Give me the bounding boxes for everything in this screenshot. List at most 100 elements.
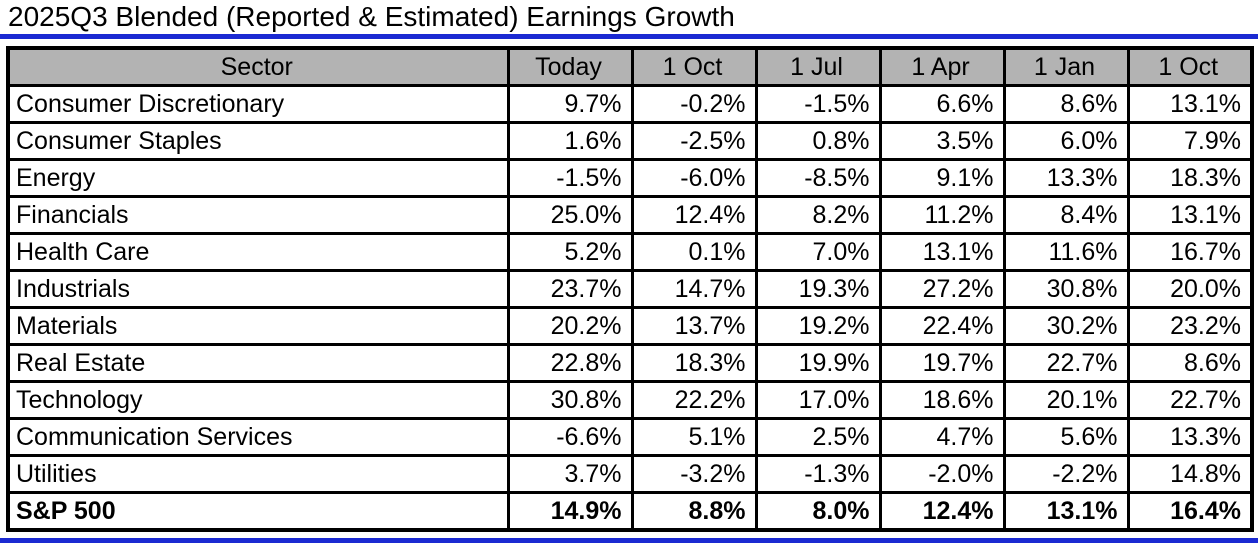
- sector-name: Consumer Discretionary: [6, 84, 510, 124]
- earnings-growth-table: Sector Today 1 Oct 1 Jul 1 Apr 1 Jan 1 Oct Con…: [6, 46, 1254, 532]
- value-cell: 0.8%: [754, 121, 882, 161]
- value-cell: -2.0%: [878, 454, 1006, 494]
- value-cell: 19.2%: [754, 306, 882, 346]
- value-cell: 7.9%: [1126, 121, 1254, 161]
- table-row: Health Care 5.2% 0.1% 7.0% 13.1% 11.6% 16.7%: [6, 232, 1254, 272]
- table-row: Industrials 23.7% 14.7% 19.3% 27.2% 30.8% 20.0…: [6, 269, 1254, 309]
- table-row: Consumer Staples 1.6% -2.5% 0.8% 3.5% 6.0% 7.9…: [6, 121, 1254, 161]
- value-cell: 13.1%: [1126, 84, 1254, 124]
- column-header-6: 1 Oct: [1126, 46, 1254, 87]
- value-cell: 20.2%: [506, 306, 634, 346]
- value-cell: 5.6%: [1002, 417, 1130, 457]
- value-cell: 22.7%: [1002, 343, 1130, 383]
- value-cell: 11.2%: [878, 195, 1006, 235]
- sector-name: Technology: [6, 380, 510, 420]
- value-cell: 22.8%: [506, 343, 634, 383]
- table-row: Real Estate 22.8% 18.3% 19.9% 19.7% 22.7% 8.6%: [6, 343, 1254, 383]
- value-cell: 4.7%: [878, 417, 1006, 457]
- bottom-rule: [0, 538, 1258, 543]
- sector-name: Real Estate: [6, 343, 510, 383]
- value-cell: 13.3%: [1126, 417, 1254, 457]
- sector-name: Financials: [6, 195, 510, 235]
- value-cell: 3.7%: [506, 454, 634, 494]
- column-header-5: 1 Jan: [1002, 46, 1130, 87]
- header-row: Sector Today 1 Oct 1 Jul 1 Apr 1 Jan 1 Oct: [6, 46, 1254, 87]
- table-row: S&P 500 14.9% 8.8% 8.0% 12.4% 13.1% 16.4%: [6, 491, 1254, 532]
- sector-name: Utilities: [6, 454, 510, 494]
- value-cell: 5.1%: [630, 417, 758, 457]
- value-cell: 13.1%: [878, 232, 1006, 272]
- sector-name: Energy: [6, 158, 510, 198]
- value-cell: 8.2%: [754, 195, 882, 235]
- sector-name: Industrials: [6, 269, 510, 309]
- value-cell: 6.6%: [878, 84, 1006, 124]
- value-cell: 30.2%: [1002, 306, 1130, 346]
- value-cell: -2.2%: [1002, 454, 1130, 494]
- value-cell: 7.0%: [754, 232, 882, 272]
- value-cell: 8.0%: [754, 491, 882, 532]
- value-cell: 0.1%: [630, 232, 758, 272]
- value-cell: 18.6%: [878, 380, 1006, 420]
- table-row: Technology 30.8% 22.2% 17.0% 18.6% 20.1% 22.7%: [6, 380, 1254, 420]
- value-cell: 25.0%: [506, 195, 634, 235]
- value-cell: 13.7%: [630, 306, 758, 346]
- value-cell: 1.6%: [506, 121, 634, 161]
- value-cell: -8.5%: [754, 158, 882, 198]
- value-cell: -1.3%: [754, 454, 882, 494]
- value-cell: 18.3%: [630, 343, 758, 383]
- value-cell: 8.8%: [630, 491, 758, 532]
- value-cell: 5.2%: [506, 232, 634, 272]
- value-cell: 9.7%: [506, 84, 634, 124]
- table-body: Consumer Discretionary 9.7% -0.2% -1.5% 6.6%…: [6, 84, 1254, 532]
- value-cell: 23.2%: [1126, 306, 1254, 346]
- value-cell: 20.1%: [1002, 380, 1130, 420]
- value-cell: -6.0%: [630, 158, 758, 198]
- value-cell: 22.4%: [878, 306, 1006, 346]
- column-header-2: 1 Oct: [630, 46, 758, 87]
- value-cell: 6.0%: [1002, 121, 1130, 161]
- table-row: Materials 20.2% 13.7% 19.2% 22.4% 30.2% 23.2%: [6, 306, 1254, 346]
- table-row: Consumer Discretionary 9.7% -0.2% -1.5% 6.6%…: [6, 84, 1254, 124]
- column-header-1: Today: [506, 46, 634, 87]
- column-header-4: 1 Apr: [878, 46, 1006, 87]
- value-cell: -6.6%: [506, 417, 634, 457]
- value-cell: 12.4%: [630, 195, 758, 235]
- value-cell: 8.6%: [1126, 343, 1254, 383]
- value-cell: -0.2%: [630, 84, 758, 124]
- column-header-3: 1 Jul: [754, 46, 882, 87]
- value-cell: 18.3%: [1126, 158, 1254, 198]
- value-cell: 8.4%: [1002, 195, 1130, 235]
- value-cell: 19.9%: [754, 343, 882, 383]
- value-cell: 22.2%: [630, 380, 758, 420]
- value-cell: 13.1%: [1126, 195, 1254, 235]
- value-cell: 9.1%: [878, 158, 1006, 198]
- sector-name: Consumer Staples: [6, 121, 510, 161]
- value-cell: 19.3%: [754, 269, 882, 309]
- sector-name: Materials: [6, 306, 510, 346]
- value-cell: 11.6%: [1002, 232, 1130, 272]
- value-cell: 13.1%: [1002, 491, 1130, 532]
- value-cell: 12.4%: [878, 491, 1006, 532]
- value-cell: 16.4%: [1126, 491, 1254, 532]
- value-cell: 3.5%: [878, 121, 1006, 161]
- value-cell: 30.8%: [1002, 269, 1130, 309]
- table-row: Financials 25.0% 12.4% 8.2% 11.2% 8.4% 13.1%: [6, 195, 1254, 235]
- table-row: Energy -1.5% -6.0% -8.5% 9.1% 13.3% 18.3%: [6, 158, 1254, 198]
- sector-name: Communication Services: [6, 417, 510, 457]
- page-title: 2025Q3 Blended (Reported & Estimated) Ea…: [8, 1, 735, 32]
- value-cell: -3.2%: [630, 454, 758, 494]
- column-header-sector: Sector: [6, 46, 510, 87]
- value-cell: 13.3%: [1002, 158, 1130, 198]
- value-cell: 14.9%: [506, 491, 634, 532]
- value-cell: 23.7%: [506, 269, 634, 309]
- value-cell: 17.0%: [754, 380, 882, 420]
- sector-name: S&P 500: [6, 491, 510, 532]
- value-cell: 14.7%: [630, 269, 758, 309]
- table-row: Utilities 3.7% -3.2% -1.3% -2.0% -2.2% 14.8%: [6, 454, 1254, 494]
- value-cell: -1.5%: [754, 84, 882, 124]
- value-cell: 22.7%: [1126, 380, 1254, 420]
- value-cell: 27.2%: [878, 269, 1006, 309]
- value-cell: 30.8%: [506, 380, 634, 420]
- value-cell: 14.8%: [1126, 454, 1254, 494]
